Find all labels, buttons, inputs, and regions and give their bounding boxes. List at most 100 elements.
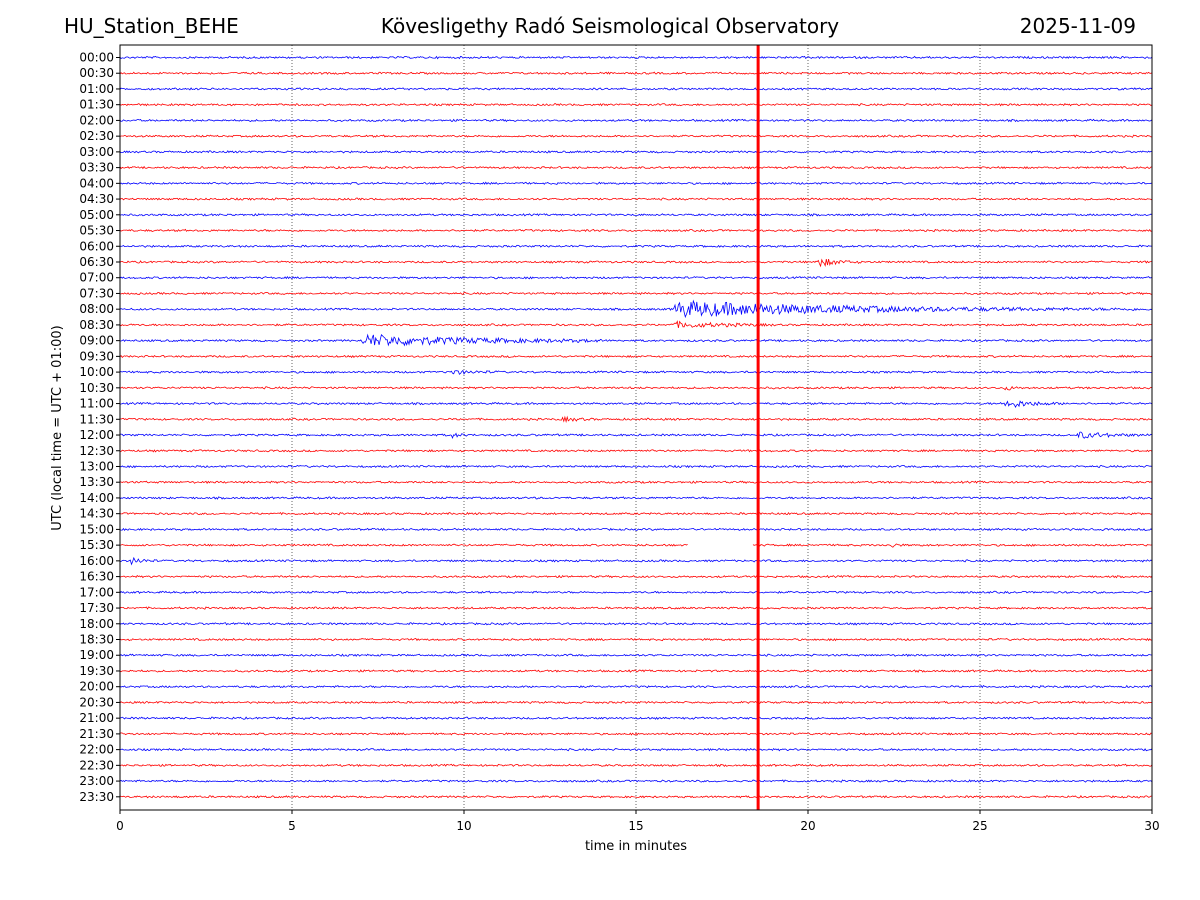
y-tick-label: 22:30: [79, 758, 114, 772]
y-tick-label: 09:00: [79, 334, 114, 348]
trace-1900: [119, 653, 1152, 657]
y-tick-label: 03:30: [79, 161, 114, 175]
y-tick-label: 18:30: [79, 633, 114, 647]
y-tick-label: 05:30: [79, 224, 114, 238]
y-tick-label: 15:00: [79, 522, 114, 536]
y-tick-label: 02:30: [79, 129, 114, 143]
x-tick-label: 5: [288, 819, 296, 833]
y-tick-label: 02:00: [79, 113, 114, 127]
trace-0430: [119, 197, 1153, 201]
chart-date: 2025-11-09: [1019, 14, 1136, 38]
trace-1500: [119, 527, 1153, 532]
trace-1700: [119, 590, 1153, 594]
y-tick-label: 04:00: [79, 176, 114, 190]
trace-0630: [119, 258, 1152, 268]
trace-0330: [119, 165, 1152, 170]
trace-0100: [119, 87, 1153, 91]
y-tick-label: 21:30: [79, 727, 114, 741]
station-name: HU_Station_BEHE: [64, 14, 239, 38]
trace-0500: [119, 213, 1153, 217]
trace-1030: [119, 385, 1153, 391]
y-tick-label: 16:30: [79, 570, 114, 584]
y-tick-label: 20:00: [79, 680, 114, 694]
trace-1530: [119, 543, 1153, 548]
trace-0300: [119, 150, 1153, 154]
chart-title: Kövesligethy Radó Seismological Observat…: [380, 14, 840, 38]
trace-0900: [120, 333, 1153, 347]
y-tick-label: 06:00: [79, 239, 114, 253]
y-tick-label: 07:00: [79, 271, 114, 285]
y-tick-label: 11:30: [79, 412, 114, 426]
y-tick-label: 13:00: [79, 459, 114, 473]
y-tick-label: 13:30: [79, 475, 114, 489]
y-tick-label: 19:30: [79, 664, 114, 678]
trace-1330: [119, 480, 1153, 484]
y-tick-label: 18:00: [79, 617, 114, 631]
trace-0000: [119, 55, 1153, 60]
y-tick-label: 05:00: [79, 208, 114, 222]
y-tick-label: 01:00: [79, 82, 114, 96]
trace-1130: [119, 415, 1153, 424]
trace-0230: [119, 134, 1153, 138]
y-tick-label: 15:30: [79, 538, 114, 552]
trace-2030: [119, 700, 1153, 705]
y-tick-label: 17:00: [79, 585, 114, 599]
trace-0530: [119, 228, 1153, 233]
y-tick-label: 17:30: [79, 601, 114, 615]
y-tick-label: 09:30: [79, 349, 114, 363]
y-tick-label: 14:00: [79, 491, 114, 505]
trace-0830: [119, 320, 1153, 328]
trace-2000: [119, 684, 1153, 689]
y-tick-label: 10:00: [79, 365, 114, 379]
y-tick-label: 21:00: [79, 711, 114, 725]
traces: [119, 55, 1153, 799]
trace-1200: [119, 431, 1153, 439]
trace-1930: [119, 669, 1153, 673]
y-tick-label: 14:30: [79, 507, 114, 521]
trace-0400: [119, 181, 1153, 186]
y-tick-label: 22:00: [79, 743, 114, 757]
y-tick-label: 08:30: [79, 318, 114, 332]
x-tick-label: 0: [116, 819, 124, 833]
trace-0200: [119, 118, 1153, 123]
x-tick-label: 30: [1144, 819, 1159, 833]
grid-lines: [291, 45, 981, 810]
y-tick-label: 11:00: [79, 397, 114, 411]
y-tick-label: 10:30: [79, 381, 114, 395]
trace-0130: [119, 102, 1153, 107]
y-tick-label: 06:30: [79, 255, 114, 269]
trace-2330: [119, 794, 1153, 799]
trace-1600: [119, 556, 1153, 566]
y-tick-label: 00:00: [79, 51, 114, 65]
trace-1100: [119, 400, 1153, 408]
y-tick-label: 19:00: [79, 648, 114, 662]
y-tick-label: 04:30: [79, 192, 114, 206]
y-tick-label: 23:30: [79, 790, 114, 804]
x-tick-label: 20: [800, 819, 815, 833]
trace-2130: [119, 732, 1153, 736]
x-tick-label: 10: [456, 819, 471, 833]
y-tick-label: 12:30: [79, 444, 114, 458]
x-tick-label: 25: [972, 819, 987, 833]
y-tick-label: 12:00: [79, 428, 114, 442]
trace-1000: [119, 369, 1152, 375]
trace-1830: [119, 637, 1153, 642]
trace-2230: [119, 763, 1153, 768]
trace-0800: [119, 299, 1153, 319]
y-tick-label: 16:00: [79, 554, 114, 568]
trace-2300: [119, 779, 1153, 783]
trace-2200: [119, 747, 1153, 752]
trace-1800: [119, 621, 1152, 626]
trace-1230: [119, 448, 1153, 453]
y-tick-label: 00:30: [79, 66, 114, 80]
y-tick-label: 01:30: [79, 98, 114, 112]
x-tick-label: 15: [628, 819, 643, 833]
trace-1300: [119, 464, 1153, 469]
trace-0030: [119, 71, 1153, 75]
trace-1630: [119, 574, 1153, 579]
trace-1430: [119, 511, 1153, 516]
trace-0730: [119, 291, 1153, 296]
y-tick-label: 23:00: [79, 774, 114, 788]
